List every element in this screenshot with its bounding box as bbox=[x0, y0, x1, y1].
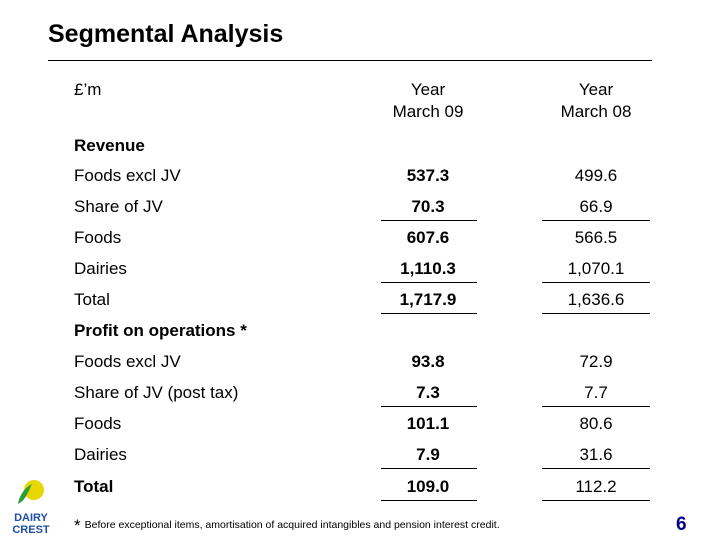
column-header-line: March 08 bbox=[560, 102, 632, 121]
value-march-08: 31.6 bbox=[579, 445, 613, 464]
row-label: Share of JV (post tax) bbox=[74, 383, 239, 402]
footnote-text: Before exceptional items, amortisation o… bbox=[84, 519, 500, 531]
section-heading-profit: Profit on operations * bbox=[74, 321, 247, 340]
subtotal-rule bbox=[381, 220, 477, 221]
value-march-08: 7.7 bbox=[584, 383, 608, 402]
value-march-08: 499.6 bbox=[574, 166, 618, 185]
subtotal-rule bbox=[542, 406, 650, 407]
column-header-line: Year bbox=[410, 80, 446, 99]
row-label: Dairies bbox=[74, 259, 127, 278]
total-rule bbox=[542, 500, 650, 501]
value-march-08: 1,070.1 bbox=[567, 259, 625, 278]
column-header-march-08: Year March 08 bbox=[542, 79, 650, 123]
row-label: Dairies bbox=[74, 445, 127, 464]
value-march-09: 70.3 bbox=[411, 197, 445, 216]
value-march-08: 112.2 bbox=[575, 477, 617, 496]
logo-text-line1: DAIRY bbox=[14, 512, 48, 524]
row-label: Total bbox=[74, 290, 110, 309]
unit-label: £’m bbox=[74, 80, 102, 99]
dairy-crest-logo-icon: DAIRY CREST bbox=[12, 480, 50, 536]
footnote: * Before exceptional items, amortisation … bbox=[74, 516, 500, 536]
value-march-09: 7.3 bbox=[416, 383, 440, 402]
subtotal-rule bbox=[381, 468, 477, 469]
value-march-09: 93.8 bbox=[411, 352, 445, 371]
footnote-marker: * bbox=[74, 516, 81, 535]
row-label: Foods bbox=[74, 414, 122, 433]
value-march-09: 7.9 bbox=[416, 445, 440, 464]
value-march-08: 566.5 bbox=[574, 228, 618, 247]
subtotal-rule bbox=[542, 468, 650, 469]
value-march-08: 80.6 bbox=[579, 414, 613, 433]
page-number: 6 bbox=[676, 514, 687, 535]
row-label: Total bbox=[74, 477, 114, 496]
value-march-09: 109.0 bbox=[406, 477, 450, 496]
column-header-line: Year bbox=[578, 80, 614, 99]
section-heading-revenue: Revenue bbox=[74, 136, 145, 155]
value-march-09: 1,110.3 bbox=[400, 259, 456, 278]
value-march-08: 72.9 bbox=[579, 352, 613, 371]
logo-text-line2: CREST bbox=[12, 524, 50, 536]
row-label: Share of JV bbox=[74, 197, 163, 216]
value-march-09: 607.6 bbox=[406, 228, 450, 247]
column-header-line: March 09 bbox=[392, 102, 464, 121]
title-divider bbox=[48, 60, 652, 61]
row-label: Foods bbox=[74, 228, 122, 247]
dairy-crest-logo: DAIRY CREST bbox=[8, 478, 54, 536]
value-march-08: 66.9 bbox=[579, 197, 613, 216]
subtotal-rule bbox=[542, 220, 650, 221]
value-march-08: 1,636.6 bbox=[567, 290, 625, 309]
value-march-09: 537.3 bbox=[406, 166, 450, 185]
subtotal-rule bbox=[381, 406, 477, 407]
subtotal-rule bbox=[542, 282, 650, 283]
subtotal-rule bbox=[381, 282, 477, 283]
total-rule bbox=[381, 313, 477, 314]
total-rule bbox=[381, 500, 477, 501]
page-title: Segmental Analysis bbox=[48, 20, 284, 48]
value-march-09: 1,717.9 bbox=[399, 290, 457, 309]
column-header-march-09: Year March 09 bbox=[380, 79, 476, 123]
value-march-09: 101.1 bbox=[406, 414, 450, 433]
row-label: Foods excl JV bbox=[74, 352, 181, 371]
total-rule bbox=[542, 313, 650, 314]
row-label: Foods excl JV bbox=[74, 166, 181, 185]
